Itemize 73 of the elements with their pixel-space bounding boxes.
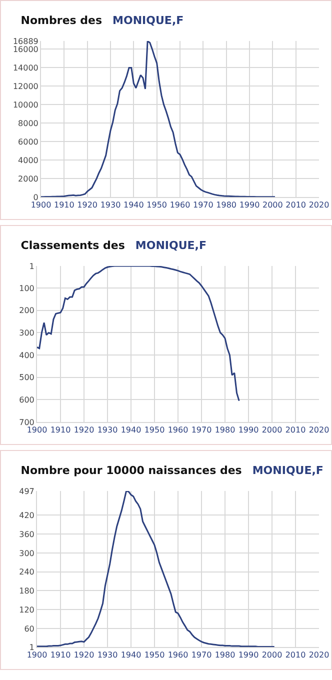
y-tick-label: 4000 xyxy=(18,156,38,165)
chart-title: Nombres des xyxy=(20,14,102,27)
x-tick-label: 1950 xyxy=(144,426,165,435)
y-tick-label: 497 xyxy=(19,486,34,496)
x-tick-label: 1990 xyxy=(238,426,259,435)
chart-title: Classements des xyxy=(20,238,126,252)
series-label: MONIQUE,F xyxy=(112,14,184,27)
y-tick-label: 8000 xyxy=(18,118,38,128)
x-tick-label: 1950 xyxy=(146,200,168,210)
y-tick-label: 300 xyxy=(19,328,34,338)
y-tick-label: 1 xyxy=(29,262,34,271)
y-tick-label: 300 xyxy=(19,548,34,558)
text: MONIQUE,F xyxy=(252,464,324,477)
x-tick-label: 1900 xyxy=(26,426,48,435)
y-tick-label: 120 xyxy=(19,605,34,614)
y-tick-label: 400 xyxy=(19,350,34,360)
x-tick-label: 1920 xyxy=(74,650,94,660)
y-tick-label: 200 xyxy=(19,306,34,316)
x-tick-label: 1970 xyxy=(191,650,212,660)
x-tick-label: 2010 xyxy=(286,200,306,210)
x-tick-label: 1980 xyxy=(214,650,236,660)
y-tick-label: 420 xyxy=(19,511,34,520)
x-tick-label: 1900 xyxy=(30,200,52,210)
x-tick-label: 2010 xyxy=(285,426,306,435)
y-tick-label: 16000 xyxy=(12,45,38,54)
x-tick-label: 1990 xyxy=(239,200,260,210)
x-tick-label: 1910 xyxy=(50,426,71,435)
y-tick-label: 6000 xyxy=(18,137,38,146)
x-tick-label: 2010 xyxy=(285,650,306,660)
x-tick-label: 1960 xyxy=(168,650,188,660)
x-tick-label: 1960 xyxy=(170,200,190,210)
y-tick-label: 10000 xyxy=(12,100,38,110)
y-tick-label: 0 xyxy=(33,192,38,202)
x-tick-label: 1960 xyxy=(168,426,188,435)
x-tick-label: 1980 xyxy=(216,200,237,210)
y-tick-label: 1 xyxy=(29,642,34,652)
x-tick-label: 1940 xyxy=(123,200,144,210)
x-tick-label: 1900 xyxy=(26,650,48,660)
y-tick-label: 100 xyxy=(19,284,34,293)
x-tick-label: 1910 xyxy=(50,650,71,660)
x-tick-label: 1970 xyxy=(191,426,212,435)
x-tick-label: 1980 xyxy=(214,426,236,435)
x-tick-label: 2000 xyxy=(262,650,282,660)
y-tick-label: 700 xyxy=(19,418,34,427)
y-tick-label: 240 xyxy=(19,568,34,577)
x-tick-label: 1950 xyxy=(144,650,165,660)
y-tick-label: 60 xyxy=(24,624,34,634)
x-tick-label: 2000 xyxy=(262,200,283,210)
x-tick-label: 2000 xyxy=(262,426,282,435)
y-tick-label: 2000 xyxy=(18,174,38,184)
series-label: MONIQUE,F xyxy=(135,238,206,252)
y-tick-label: 360 xyxy=(19,530,34,539)
y-tick-label: 500 xyxy=(19,373,34,382)
x-tick-label: 1910 xyxy=(54,200,74,210)
y-tick-label: 14000 xyxy=(12,63,38,72)
x-tick-label: 2020 xyxy=(308,200,330,210)
y-tick-label: 600 xyxy=(19,395,34,404)
chart-title: Nombre pour 10000 naissances des xyxy=(20,464,242,477)
y-tick-label: 12000 xyxy=(12,82,38,91)
x-tick-label: 1930 xyxy=(100,200,121,210)
x-tick-label: 2020 xyxy=(308,426,330,435)
x-tick-label: 1970 xyxy=(192,200,214,210)
x-tick-label: 1930 xyxy=(97,650,118,660)
x-tick-label: 1940 xyxy=(120,650,142,660)
line-series xyxy=(37,266,240,402)
x-tick-label: 1990 xyxy=(238,650,259,660)
x-tick-label: 2020 xyxy=(308,650,330,660)
x-tick-label: 1920 xyxy=(77,200,98,210)
x-tick-label: 1920 xyxy=(74,426,94,435)
y-tick-label: 16889 xyxy=(12,36,38,46)
x-tick-label: 1930 xyxy=(97,426,118,435)
y-tick-label: 180 xyxy=(19,586,34,596)
x-tick-label: 1940 xyxy=(120,426,142,435)
